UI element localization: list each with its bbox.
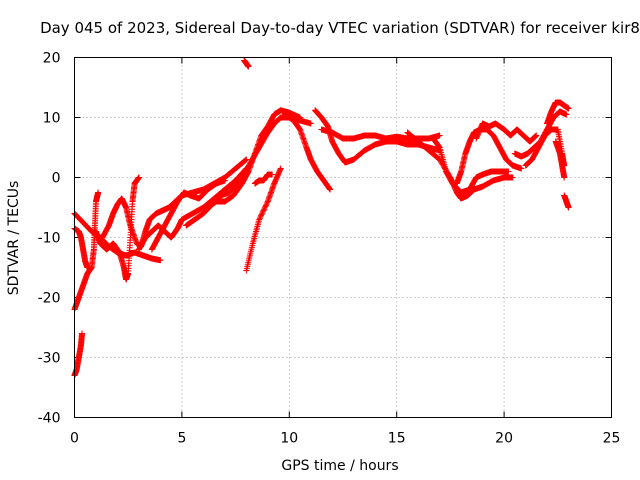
data-point [262,202,269,209]
data-point [84,264,91,271]
x-ticks: 0 5 10 15 20 25 [70,57,621,447]
series-track-16 [318,126,443,142]
series-track-7 [135,165,250,253]
data-point [259,208,266,215]
data-point [565,204,572,211]
data-point [259,210,266,217]
data-point [79,330,86,337]
series-track-11 [243,165,284,274]
x-axis-label: GPS time / hours [281,458,398,474]
x-tick-label: 25 [603,431,621,447]
data-point [261,206,268,213]
series-track-24 [552,138,568,181]
data-point [509,174,516,181]
x-tick-label: 0 [70,431,79,447]
data-point [257,213,264,220]
data-point [258,211,265,218]
series-track-25 [561,192,572,211]
x-tick-label: 20 [495,431,513,447]
data-point [221,177,228,184]
y-ticks: -40 -30 -20 -10 0 10 20 [38,51,612,427]
data-point [157,257,164,264]
y-tick-label: -10 [38,231,61,247]
x-tick-label: 5 [177,431,186,447]
data-point [518,165,525,172]
series-track-2 [71,330,86,379]
data-point [95,189,102,196]
data-marks [71,57,572,379]
data-point [264,199,271,206]
data-point [256,216,263,223]
data-point [563,111,570,118]
grid [74,57,612,418]
series-track-18 [430,135,512,196]
y-tick-label: 0 [52,171,61,187]
y-axis-label: SDTVAR / TECUs [6,181,22,296]
series-track-23 [544,99,572,127]
data-point [256,215,263,222]
data-point [277,165,284,172]
series-track-12 [251,171,276,187]
data-point [262,203,269,210]
data-point [533,132,540,139]
data-point [258,212,265,219]
data-point [260,207,267,214]
plot-frame [74,57,612,418]
data-point [327,186,334,193]
data-point [245,63,252,70]
data-point [263,201,270,208]
data-point [135,174,142,181]
chart-title: Day 045 of 2023, Sidereal Day-to-day VTE… [40,19,640,37]
y-tick-label: -40 [38,411,61,427]
y-tick-label: -30 [38,351,61,367]
series-track-5 [92,174,142,283]
x-tick-label: 15 [388,431,406,447]
series-track-10 [204,107,304,211]
series-track-20 [473,120,540,145]
data-point [261,204,268,211]
data-point [307,120,314,127]
data-point [505,168,512,175]
series-track-4 [71,225,91,271]
data-point [561,174,568,181]
data-point [565,105,572,112]
series-track-13 [241,57,252,70]
data-point [269,171,276,178]
y-tick-label: -20 [38,291,61,307]
y-tick-label: 10 [43,111,61,127]
data-point [436,132,443,139]
data-point [242,157,249,164]
data-point [297,114,304,121]
x-tick-label: 10 [280,431,298,447]
data-point [243,156,250,163]
series-track-8 [148,177,228,253]
series-track-14 [282,111,334,193]
y-tick-label: 20 [43,51,61,67]
